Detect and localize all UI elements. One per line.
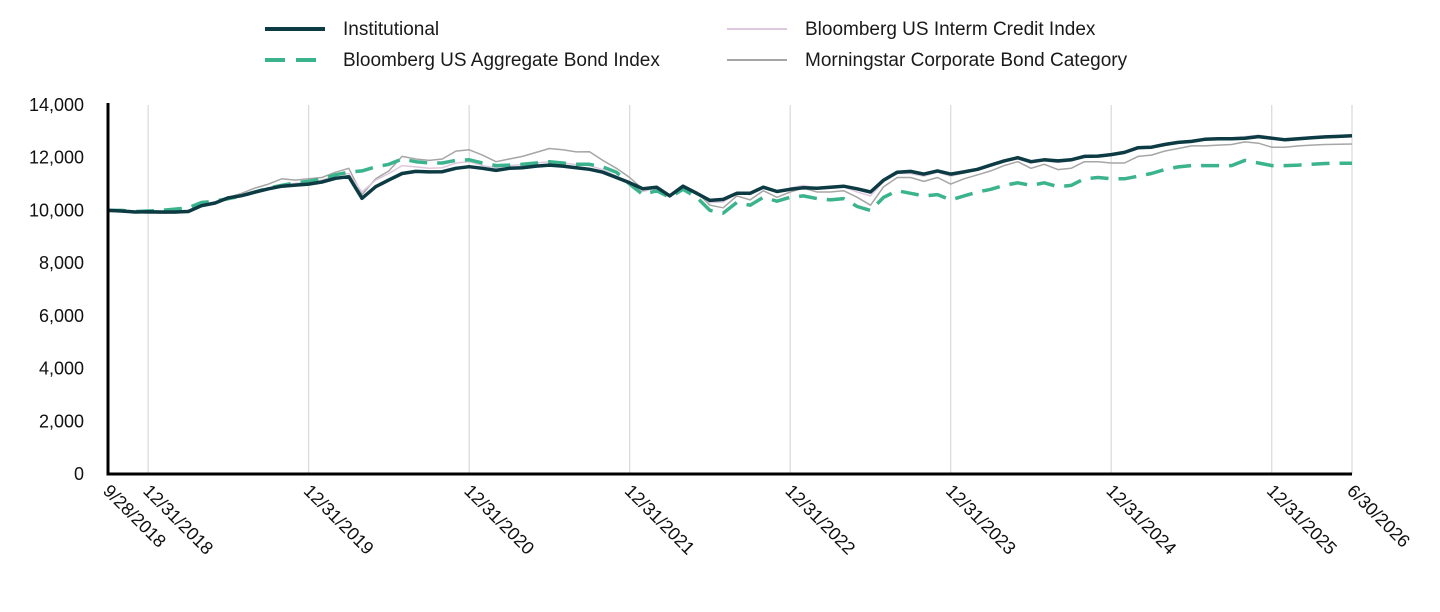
legend-label-aggregate: Bloomberg US Aggregate Bond Index	[343, 50, 660, 71]
series-line-bloomberg-us-aggregate-bond-index	[108, 157, 1352, 215]
axes	[106, 103, 1352, 476]
legend-label-institutional: Institutional	[343, 19, 439, 40]
legend-item-morningstar: Morningstar Corporate Bond Category	[727, 50, 1128, 71]
x-tick-label: 12/31/2025	[1263, 481, 1341, 559]
series-line-institutional	[107, 134, 1353, 214]
x-tick-label: 12/31/2019	[300, 481, 378, 559]
y-tick-label: 8,000	[39, 253, 84, 273]
series-lines	[107, 134, 1353, 215]
y-tick-label: 2,000	[39, 411, 84, 431]
x-tick-label: 12/31/2022	[781, 481, 859, 559]
x-tick-label: 12/31/2021	[621, 481, 699, 559]
y-tick-label: 4,000	[39, 359, 84, 379]
y-tick-label: 10,000	[29, 200, 84, 220]
y-tick-label: 14,000	[29, 95, 84, 115]
legend-item-aggregate: Bloomberg US Aggregate Bond Index	[265, 50, 660, 71]
y-tick-label: 12,000	[29, 148, 84, 168]
legend-label-interm-credit: Bloomberg US Interm Credit Index	[805, 19, 1096, 40]
series-line-bloomberg-us-interm-credit-index	[108, 134, 1353, 213]
x-tick-label: 12/31/2020	[460, 481, 538, 559]
series-line-morningstar-corporate-bond-category	[107, 141, 1353, 215]
vertical-gridlines	[147, 105, 1353, 474]
x-tick-label: 12/31/2023	[942, 481, 1020, 559]
legend-item-interm-credit: Bloomberg US Interm Credit Index	[727, 19, 1096, 40]
legend-item-institutional: Institutional	[265, 19, 439, 40]
y-tick-label: 0	[74, 464, 84, 484]
y-axis-ticks: 0 2,000 4,000 6,000 8,000 10,000 12,000 14,000	[29, 95, 84, 484]
x-tick-label: 12/31/2024	[1102, 481, 1180, 559]
legend-label-morningstar: Morningstar Corporate Bond Category	[805, 50, 1128, 71]
legend: Institutional Bloomberg US Aggregate Bon…	[265, 19, 1128, 71]
x-tick-label: 6/30/2026	[1343, 481, 1414, 552]
y-tick-label: 6,000	[39, 306, 84, 326]
